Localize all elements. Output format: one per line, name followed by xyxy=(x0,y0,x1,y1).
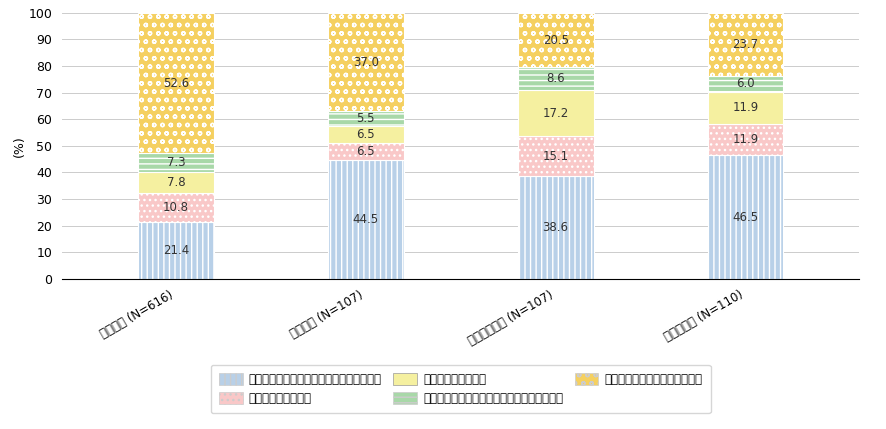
Text: 21.4: 21.4 xyxy=(163,244,189,257)
Text: 6.5: 6.5 xyxy=(356,145,375,158)
Text: 11.9: 11.9 xyxy=(733,133,758,146)
Bar xyxy=(328,126,404,143)
Bar xyxy=(708,13,783,76)
Bar xyxy=(708,124,783,155)
Y-axis label: (%): (%) xyxy=(12,135,26,157)
Bar xyxy=(328,143,404,160)
Bar xyxy=(517,176,594,279)
Text: 15.1: 15.1 xyxy=(542,150,569,163)
Text: 7.8: 7.8 xyxy=(167,176,185,189)
Bar xyxy=(328,160,404,279)
Bar xyxy=(517,136,594,176)
Bar xyxy=(517,67,594,90)
Bar xyxy=(138,222,214,279)
Bar xyxy=(138,13,214,153)
Text: 23.7: 23.7 xyxy=(733,38,758,51)
Text: 52.6: 52.6 xyxy=(163,77,189,90)
Text: 38.6: 38.6 xyxy=(542,221,569,234)
Bar xyxy=(328,111,404,126)
Text: 11.9: 11.9 xyxy=(733,101,758,114)
Text: 37.0: 37.0 xyxy=(353,56,379,69)
Legend: 国内から国外へ、国外から国内への双方向, 国内から国外へのみ, 国外から国内へのみ, 過去には行っていたが、現在は行っていない, 過去・現在ともに行っていない: 国内から国外へ、国外から国内への双方向, 国内から国外へのみ, 国外から国内への… xyxy=(211,365,711,413)
Bar xyxy=(708,76,783,92)
Text: 5.5: 5.5 xyxy=(356,112,375,125)
Text: 6.0: 6.0 xyxy=(736,77,755,91)
Text: 20.5: 20.5 xyxy=(542,33,569,47)
Text: 10.8: 10.8 xyxy=(163,201,189,214)
Bar xyxy=(138,193,214,222)
Text: 44.5: 44.5 xyxy=(353,213,379,226)
Text: 7.3: 7.3 xyxy=(167,156,185,169)
Text: 6.5: 6.5 xyxy=(356,128,375,141)
Text: 17.2: 17.2 xyxy=(542,107,569,120)
Bar xyxy=(708,155,783,279)
Bar xyxy=(138,153,214,172)
Bar xyxy=(517,90,594,136)
Bar xyxy=(328,13,404,111)
Bar xyxy=(517,13,594,67)
Text: 8.6: 8.6 xyxy=(547,73,565,85)
Bar xyxy=(708,92,783,124)
Bar xyxy=(138,172,214,193)
Text: 46.5: 46.5 xyxy=(733,211,758,224)
